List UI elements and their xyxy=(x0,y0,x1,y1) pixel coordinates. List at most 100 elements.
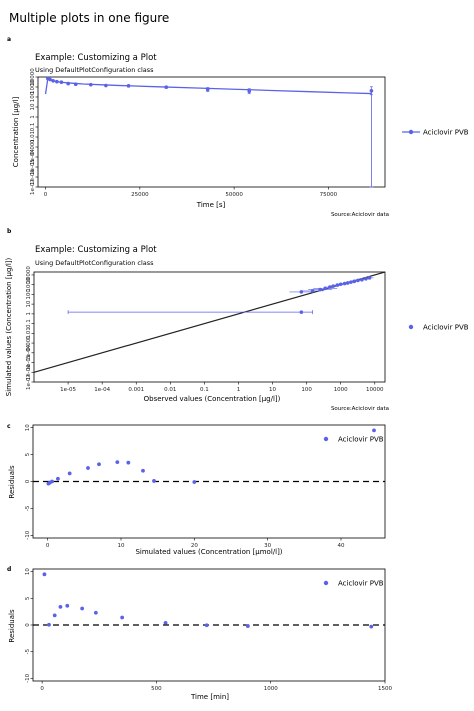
panel-b-y-tick-label: 1e-06 xyxy=(26,364,32,380)
panel-c-data-point xyxy=(67,471,72,476)
panel-b-data-point xyxy=(323,286,327,291)
panel-d-y-tick-label: -5 xyxy=(25,648,31,654)
panel-c-data-point xyxy=(50,479,54,484)
panel-c-data-point xyxy=(115,460,120,465)
panel-d-data-point xyxy=(120,615,125,620)
panel-b-x-tick-label: 1e-04 xyxy=(94,387,110,393)
panel-d-y-tick-label: 0 xyxy=(25,623,31,627)
panel-a-data-point xyxy=(66,81,70,86)
panel-a-data-point xyxy=(369,88,374,93)
panel-a-y-tick-label: 10 xyxy=(30,103,36,110)
panel-a-y-tick-label: 0.1 xyxy=(30,123,36,132)
panel-b-data-point xyxy=(328,285,332,289)
panel-b-subtitle: Using DefaultPlotConfiguration class xyxy=(35,259,154,267)
panel-a-y-tick-label: 1e-07 xyxy=(30,179,36,195)
panel-a-ticks: 0 25000 50000 75000 1e-071e-061e-051e-040.00… xyxy=(30,68,338,198)
panel-a-data-point xyxy=(73,82,78,87)
panel-b-y-tick-label: 100 xyxy=(26,289,32,300)
panel-a-y-tick-label: 100 xyxy=(30,91,36,102)
panel-b-data-point xyxy=(367,276,372,280)
panel-c-ticks: 0 10 20 30 40 -10 -5 0 5 10 xyxy=(25,424,345,549)
panel-a-y-tick-label: 10000 xyxy=(30,68,36,86)
panel-b-title: Example: Customizing a Plot xyxy=(35,245,157,255)
panel-c-legend: Aciclovir PVB xyxy=(323,436,384,444)
panel-a-letter: a xyxy=(7,36,11,43)
panel-b-ylabel: Simulated values (Concentration [µg/l]) xyxy=(5,258,13,397)
panel-a-subtitle: Using DefaultPlotConfiguration class xyxy=(35,66,154,74)
panel-c-data-point xyxy=(86,466,90,470)
panel-c-marks xyxy=(33,428,385,486)
panel-c-legend-label: Aciclovir PVB xyxy=(338,436,384,444)
panel-d-legend-label: Aciclovir PVB xyxy=(338,580,384,588)
panel-b-x-tick-label: 0.1 xyxy=(200,387,209,393)
panel-c-legend-marker xyxy=(323,436,329,442)
panel-b-data-point xyxy=(364,276,368,281)
panel-b-legend-label: Aciclovir PVB xyxy=(423,324,469,332)
panel-d-x-tick-label: 1500 xyxy=(378,686,392,692)
panel-c-data-point xyxy=(56,476,60,481)
panel-b-legend-marker xyxy=(408,324,414,330)
panel-b-x-tick-label: 10 xyxy=(269,387,276,393)
panel-d-letter: d xyxy=(7,566,11,573)
panel-c-y-tick-label: -10 xyxy=(25,530,31,539)
panel-c-x-tick-label: 10 xyxy=(118,543,125,549)
panel-d-data-point xyxy=(245,624,250,628)
panel-a-legend-marker xyxy=(408,129,414,135)
panel-b-y-tick-label: 1000 xyxy=(26,277,32,291)
panel-c-data-point xyxy=(152,479,156,483)
panel-b-data-point xyxy=(338,282,343,287)
panel-c-y-tick-label: 5 xyxy=(25,452,31,456)
panel-b-xlabel: Observed values (Concentration [µg/l]) xyxy=(144,395,281,403)
panel-a-plot-area xyxy=(37,76,386,188)
panel-a-data-point xyxy=(247,89,252,94)
panel-b-data-point xyxy=(356,278,360,283)
panel-a-x-tick-label: 0 xyxy=(44,192,48,198)
panel-a-data-point xyxy=(51,78,55,83)
panel-b-data-point xyxy=(342,281,347,286)
figure-title: Multiple plots in one figure xyxy=(9,11,169,25)
panel-d-legend: Aciclovir PVB xyxy=(323,580,384,588)
panel-a-data-point xyxy=(164,85,169,90)
panel-b-ticks: 1e-05 1e-04 0.001 0.01 0.1 1 10 100 1000 100001e-… xyxy=(26,266,384,393)
panel-b-legend: Aciclovir PVB xyxy=(408,324,469,332)
panel-c-x-tick-label: 30 xyxy=(264,543,271,549)
panel-a-y-tick-label: 0.01 xyxy=(30,131,36,143)
panel-a-xlabel: Time [s] xyxy=(196,201,226,209)
panel-b-x-tick-label: 1 xyxy=(237,387,241,393)
panel-d-y-tick-label: 10 xyxy=(25,568,31,575)
panel-b-y-tick-label: 1e-07 xyxy=(26,374,32,390)
panel-c-letter: c xyxy=(7,423,11,430)
panel-b-y-tick-label: 0.1 xyxy=(26,319,32,328)
panel-a-data-point xyxy=(89,82,93,87)
panel-d-data-point xyxy=(52,613,57,618)
panel-a-x-tick-label: 25000 xyxy=(131,192,149,198)
panel-b-y-tick-label: 1e-05 xyxy=(26,354,32,370)
panel-c-y-tick-label: -5 xyxy=(25,505,31,511)
panel-a-y-tick-label: 1e-06 xyxy=(30,169,36,185)
panel-d-xlabel: Time [min] xyxy=(190,693,229,701)
panel-a-data-point xyxy=(126,84,131,88)
panel-c-xlabel: Simulated values (Concentration [µmol/l]… xyxy=(135,548,282,556)
panel-c-data-point xyxy=(372,428,376,433)
panel-c-data-point xyxy=(126,460,131,465)
panel-d-data-point xyxy=(204,623,209,628)
panel-b-y-tick-label: 1e-04 xyxy=(26,344,32,360)
panel-a-data-point xyxy=(48,77,52,82)
panel-b-y-tick-label: 10 xyxy=(26,300,32,307)
panel-d-data-point xyxy=(369,624,374,629)
panel-b-caption: Source:Aciclovir data xyxy=(331,406,389,412)
panel-b-plot-area xyxy=(33,271,386,383)
panel-a-ylabel: Concentration [µg/l] xyxy=(12,97,20,168)
panel-d-data-point xyxy=(58,604,63,609)
panel-c-y-tick-label: 10 xyxy=(25,424,31,431)
panel-c-x-tick-label: 0 xyxy=(46,543,50,549)
panel-b-y-tick-label: 10000 xyxy=(26,266,32,284)
panel-a-y-tick-label: 1e-05 xyxy=(30,159,36,175)
panel-d-marks xyxy=(33,572,385,629)
panel-d-data-point xyxy=(47,622,51,627)
panel-a-y-tick-label: 0.001 xyxy=(30,139,36,155)
panel-b-data-point xyxy=(335,283,340,287)
panel-b-data-point xyxy=(310,289,315,293)
panel-d-data-point xyxy=(93,610,98,615)
